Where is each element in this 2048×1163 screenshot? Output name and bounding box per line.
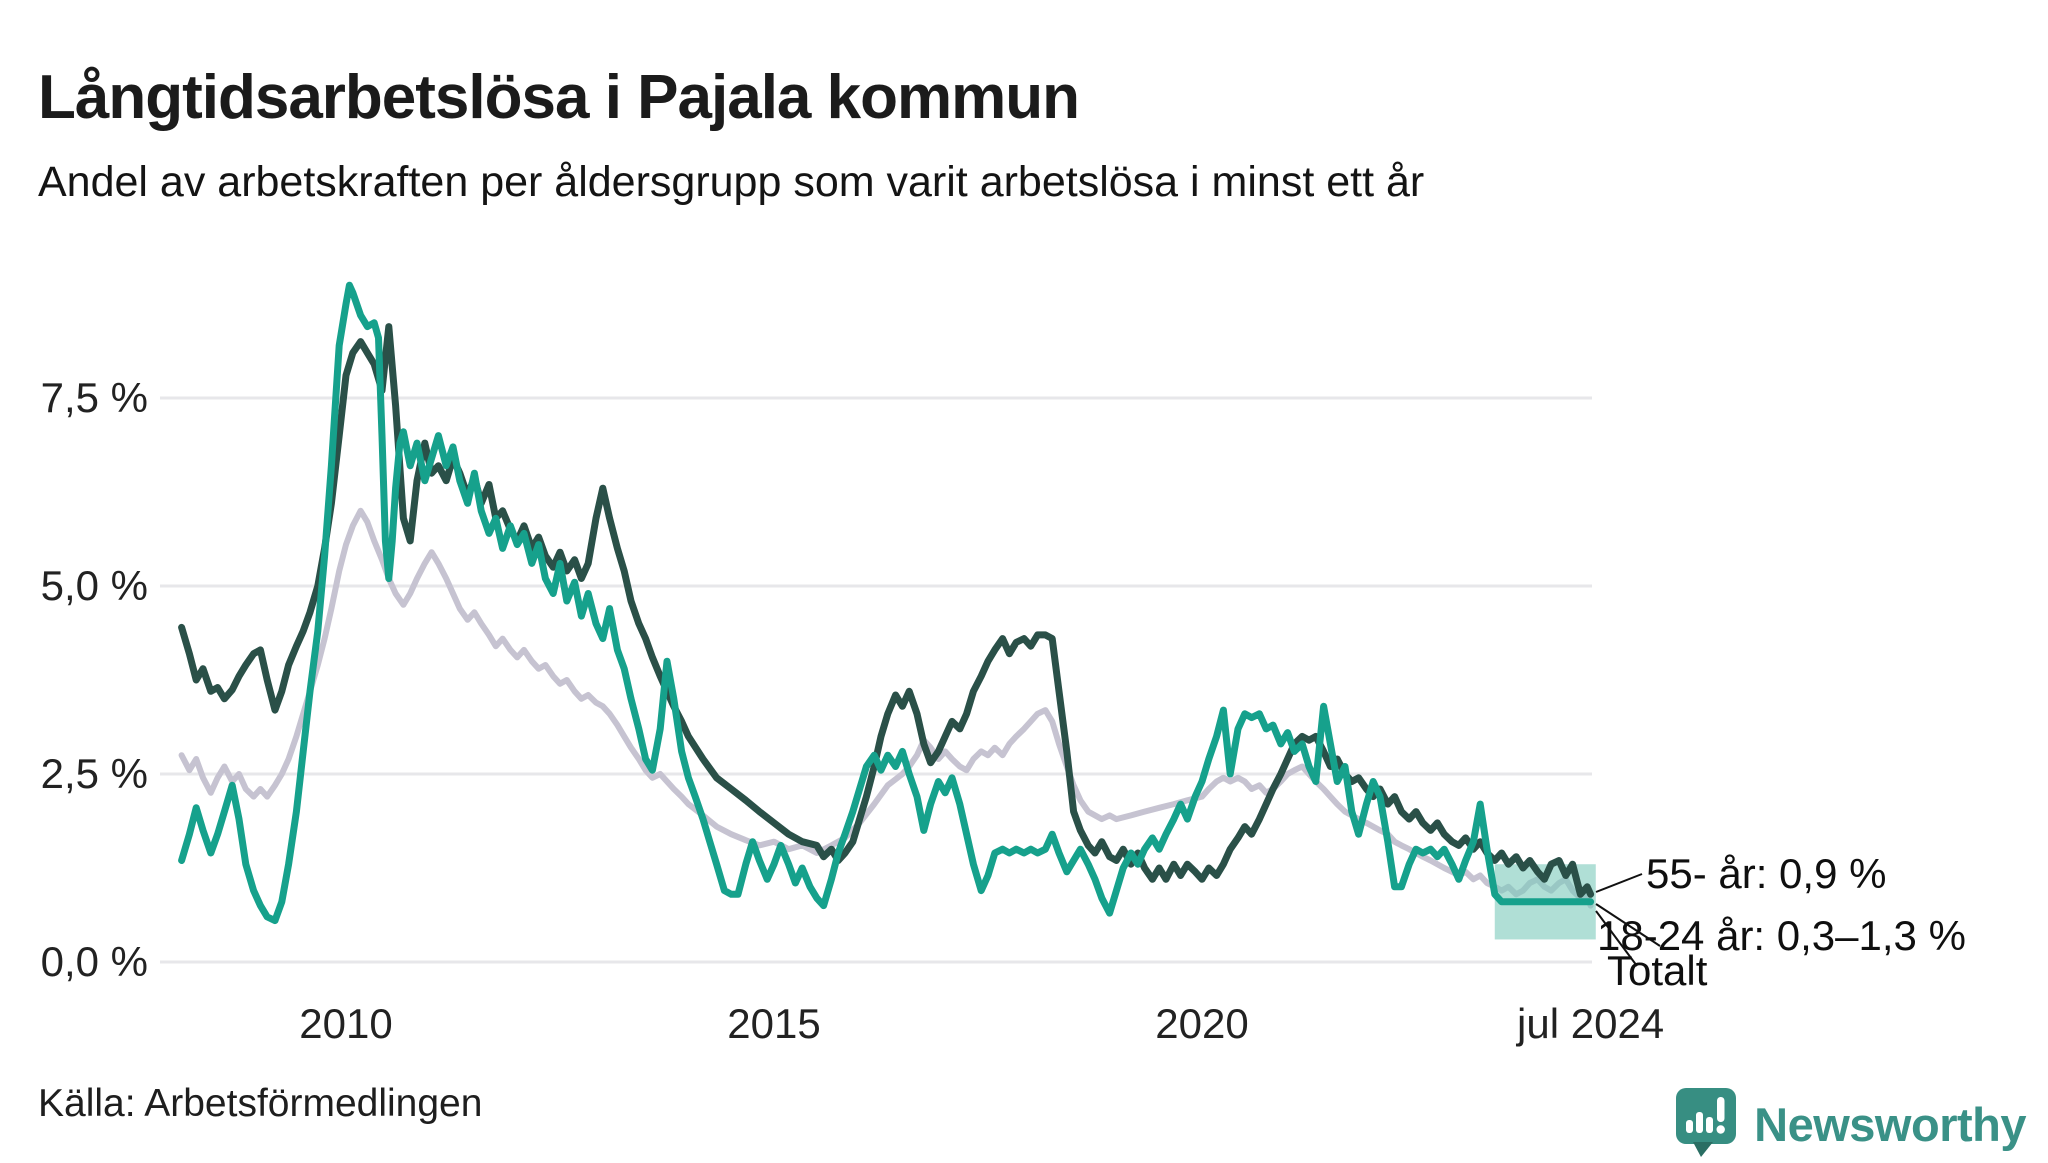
annotation-18-24-label: 18-24 år: 0,3–1,3 % (1597, 912, 1966, 959)
newsworthy-chart-bubble-icon (1674, 1086, 1738, 1163)
series-line-18-24-ar (178, 281, 1595, 925)
page-title: Långtidsarbetslösa i Pajala kommun (38, 62, 1080, 132)
annotation-connector-1 (1595, 903, 1661, 947)
annotation-55-label: 55- år: 0,9 % (1646, 850, 1887, 897)
source-note: Källa: Arbetsförmedlingen (38, 1082, 483, 1125)
y-tick-0: 0,0 % (40, 938, 148, 985)
x-tick-2020: 2020 (1155, 1000, 1249, 1047)
annotation-total-label: Totalt (1607, 947, 1708, 994)
newsworthy-wordmark: Newsworthy (1754, 1098, 2026, 1151)
annotation-connector-2 (1595, 910, 1638, 967)
y-tick-2-5: 2,5 % (40, 750, 148, 797)
x-tick-2015: 2015 (727, 1000, 821, 1047)
annotation-connector-0 (1595, 873, 1643, 893)
y-tick-5: 5,0 % (40, 562, 148, 609)
x-tick-jul-2024: jul 2024 (1517, 1000, 1665, 1047)
x-tick-2010: 2010 (299, 1000, 393, 1047)
newsworthy-logo[interactable]: Newsworthy (1674, 1086, 2026, 1163)
y-tick-7-5: 7,5 % (40, 374, 148, 421)
chart-subtitle: Andel av arbetskraften per åldersgrupp s… (38, 158, 1425, 206)
